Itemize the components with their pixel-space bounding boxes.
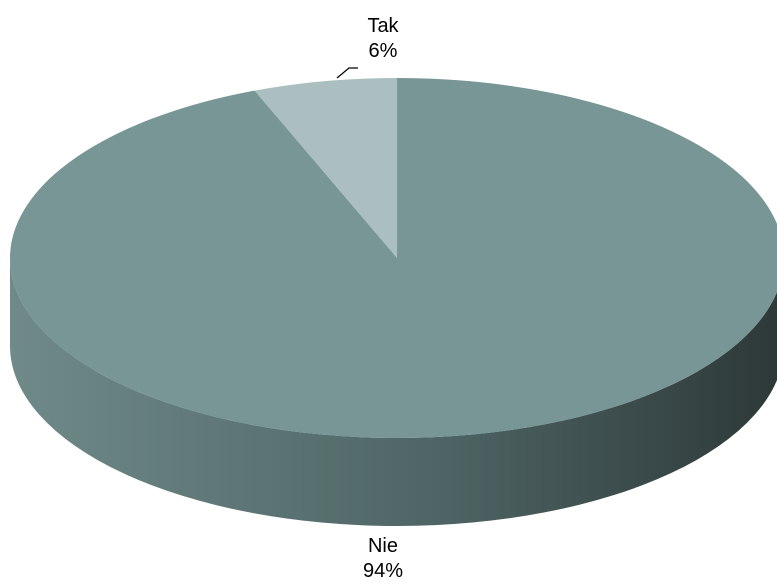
leader-line-tak — [336, 67, 358, 79]
label-tak-value: 6% — [368, 40, 398, 62]
pie-slice-tak — [254, 78, 397, 258]
label-nie: Nie 94% — [323, 534, 443, 584]
label-tak-category: Tak — [367, 15, 399, 37]
label-nie-category: Nie — [367, 535, 398, 557]
label-nie-value: 94% — [362, 560, 404, 582]
label-tak: Tak 6% — [323, 14, 443, 64]
pie-slice-nie — [10, 78, 777, 438]
pie-side-wall — [10, 258, 777, 526]
